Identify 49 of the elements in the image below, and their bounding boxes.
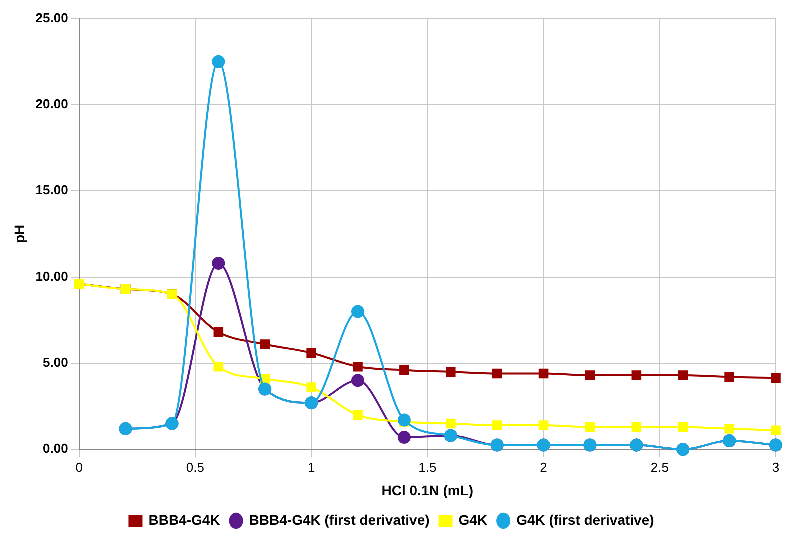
legend-label: G4K (first derivative) xyxy=(516,512,654,528)
point xyxy=(771,426,781,436)
point xyxy=(585,422,596,432)
x-axis-title: HCl 0.1N (mL) xyxy=(382,482,474,498)
x-tick-label: 2 xyxy=(540,460,548,475)
point xyxy=(632,370,642,380)
point xyxy=(398,414,411,427)
point xyxy=(398,431,411,444)
x-tick-label: 0 xyxy=(76,460,83,475)
point xyxy=(724,424,734,434)
point xyxy=(446,418,456,429)
point xyxy=(492,420,502,430)
y-tick-label: 25.00 xyxy=(36,10,68,26)
point xyxy=(678,422,688,432)
point xyxy=(306,348,316,358)
y-tick-label: 15.00 xyxy=(36,182,68,198)
x-tick-label: 3 xyxy=(772,460,780,475)
legend-label: BBB4-G4K xyxy=(148,512,220,528)
y-tick-label: 0.00 xyxy=(43,441,68,456)
point xyxy=(724,372,734,382)
x-tick-label: 1.5 xyxy=(418,460,437,475)
legend-label: BBB4-G4K (first derivative) xyxy=(249,512,430,528)
point xyxy=(585,370,596,380)
y-tick-label: 10.00 xyxy=(36,268,68,284)
point xyxy=(771,373,781,383)
point xyxy=(353,362,363,372)
point xyxy=(352,305,364,318)
legend-label: G4K xyxy=(458,512,488,528)
point xyxy=(214,362,224,372)
point xyxy=(632,422,642,432)
point xyxy=(446,367,456,377)
point xyxy=(678,370,688,380)
y-tick-label: 20.00 xyxy=(36,96,68,112)
x-tick-label: 1 xyxy=(308,460,316,475)
point xyxy=(212,256,226,270)
x-tick-label: 0.5 xyxy=(186,460,204,475)
point xyxy=(353,410,363,420)
point xyxy=(214,328,224,338)
y-axis-title: pH xyxy=(11,224,28,244)
point xyxy=(538,368,549,379)
point xyxy=(492,368,502,379)
point xyxy=(400,365,410,376)
point xyxy=(352,374,364,388)
y-tick-label: 5.00 xyxy=(43,355,68,370)
point xyxy=(306,382,316,392)
point xyxy=(538,420,549,430)
point xyxy=(260,340,270,350)
x-tick-label: 2.5 xyxy=(650,460,669,475)
point xyxy=(212,55,226,68)
